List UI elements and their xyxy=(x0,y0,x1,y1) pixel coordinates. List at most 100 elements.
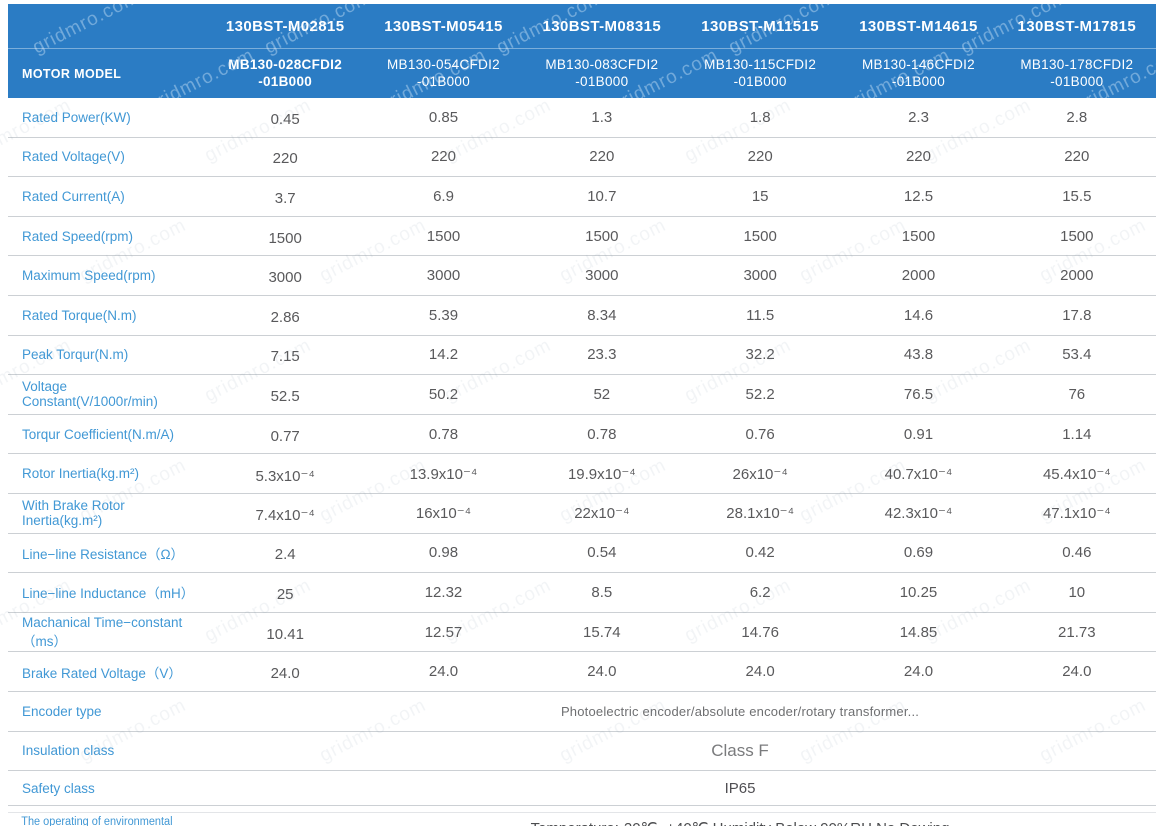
value-cell: 52.5 xyxy=(270,387,300,405)
row-label: Torqur Coefficient(N.m/A) xyxy=(22,426,175,442)
value-cell: 52 xyxy=(593,385,611,403)
table-row: Rated Current(A) 3.7 6.9 10.7 15 12.5 15.5 xyxy=(8,177,1156,217)
value-cell: 32.2 xyxy=(745,346,775,364)
value-cell: 5.39 xyxy=(428,306,459,324)
value-cell: 3000 xyxy=(268,269,302,287)
value-cell: 19.9x10⁻⁴ xyxy=(567,465,636,483)
value-cell: 76.5 xyxy=(903,385,934,403)
clipped-row-artifact xyxy=(8,806,1156,814)
model-code: MB130-054CFDI2 -01B000 xyxy=(386,57,500,89)
value-cell: 0.42 xyxy=(745,544,775,562)
value-cell: 6.9 xyxy=(433,187,454,205)
value-cell: 24.0 xyxy=(903,663,934,681)
table-row: Voltage Constant(V/1000r/min) 52.5 50.2 52 5… xyxy=(8,375,1156,415)
value-cell: 1500 xyxy=(426,227,461,245)
value-cell: 26x10⁻⁴ xyxy=(732,465,788,483)
value-cell: 7.4x10⁻⁴ xyxy=(255,507,315,525)
value-cell: 1500 xyxy=(743,227,777,245)
row-span-value: Temperature:-20℃~+40℃ Humidity Below 90%… xyxy=(206,819,1156,826)
value-cell: 50.2 xyxy=(428,385,459,403)
model-code: MB130-178CFDI2 -01B000 xyxy=(1020,57,1134,89)
value-cell: 3.7 xyxy=(274,189,296,207)
value-cell: 13.9x10⁻⁴ xyxy=(409,465,478,483)
value-cell: 45.4x10⁻⁴ xyxy=(1042,465,1111,483)
table-row: Rated Speed(rpm) 1500 1500 1500 1500 1500 1500 xyxy=(8,217,1156,257)
value-cell: 28.1x10⁻⁴ xyxy=(726,505,795,523)
value-cell: 14.85 xyxy=(899,623,938,641)
value-cell: 0.45 xyxy=(270,110,300,128)
row-label: Line−line Resistance（Ω） xyxy=(22,546,185,562)
value-cell: 23.3 xyxy=(587,346,617,364)
table-row: Encoder type Photoelectric encoder/absolu… xyxy=(8,692,1156,732)
row-label: Voltage Constant(V/1000r/min) xyxy=(22,379,158,410)
value-cell: 0.78 xyxy=(428,425,459,443)
row-span-value: Photoelectric encoder/absolute encoder/r… xyxy=(560,703,920,719)
row-label: Safety class xyxy=(22,780,95,796)
value-cell: 52.2 xyxy=(745,385,775,403)
row-label: Rated Power(KW) xyxy=(22,109,131,125)
model-header-row: MOTOR MODEL MB130-028CFDI2 -01B000 MB130-… xyxy=(8,49,1156,98)
value-cell: 12.32 xyxy=(424,583,463,601)
table-row: Rotor Inertia(kg.m²) 5.3x10⁻⁴ 13.9x10⁻⁴ 19.… xyxy=(8,454,1156,494)
value-cell: 15.74 xyxy=(583,623,621,641)
value-cell: 6.2 xyxy=(749,583,771,601)
table-row: Safety class IP65 xyxy=(8,771,1156,807)
value-cell: 53.4 xyxy=(1062,346,1092,364)
series-name: 130BST-M02815 xyxy=(225,17,345,35)
row-label: Encoder type xyxy=(22,703,102,719)
table-row: Line−line Inductance（mH） 25 12.32 8.5 6.2 10.… xyxy=(8,573,1156,613)
row-label: Line−line Inductance（mH） xyxy=(22,586,195,602)
table-row: With Brake Rotor Inertia(kg.m²) 7.4x10⁻⁴ 1… xyxy=(8,494,1156,534)
row-label: The operating of environmental condition… xyxy=(21,816,173,826)
value-cell: 8.34 xyxy=(587,306,617,324)
table-row: Line−line Resistance（Ω） 2.4 0.98 0.54 0.42 0.… xyxy=(8,534,1156,574)
value-cell: 10.25 xyxy=(899,583,938,601)
value-cell: 220 xyxy=(747,148,773,166)
model-code: MB130-146CFDI2 -01B000 xyxy=(861,57,975,89)
motor-model-label: MOTOR MODEL xyxy=(22,66,122,81)
series-name: 130BST-M14615 xyxy=(859,17,978,35)
value-cell: 5.3x10⁻⁴ xyxy=(255,467,315,485)
value-cell: 15.5 xyxy=(1062,187,1092,205)
value-cell: 0.91 xyxy=(903,425,934,443)
value-cell: 2.3 xyxy=(908,108,929,126)
value-cell: 0.69 xyxy=(903,544,934,562)
value-cell: 10.41 xyxy=(266,625,304,643)
value-cell: 10 xyxy=(1068,583,1086,601)
value-cell: 76 xyxy=(1068,385,1086,403)
table-row: Insulation class Class F xyxy=(8,732,1156,772)
value-cell: 14.2 xyxy=(428,346,459,364)
value-cell: 12.57 xyxy=(424,623,463,641)
value-cell: 15 xyxy=(751,187,769,205)
value-cell: 1500 xyxy=(585,227,619,245)
value-cell: 2000 xyxy=(901,267,936,285)
motor-spec-table: gridmro.com gridmro.com gridmro.com gridmro… xyxy=(8,4,1156,826)
value-cell: 0.54 xyxy=(587,544,617,562)
value-cell: 0.98 xyxy=(428,544,459,562)
value-cell: 0.78 xyxy=(587,425,617,443)
value-cell: 16x10⁻⁴ xyxy=(415,505,472,523)
value-cell: 1500 xyxy=(901,227,936,245)
value-cell: 220 xyxy=(905,148,931,166)
row-span-value: Class F xyxy=(711,740,769,760)
row-label: Rated Voltage(V) xyxy=(22,149,125,165)
value-cell: 0.76 xyxy=(745,425,775,443)
table-row: Peak Torqur(N.m) 7.15 14.2 23.3 32.2 43.8 53.4 xyxy=(8,336,1156,376)
value-cell: 0.77 xyxy=(270,427,300,445)
row-label: Machanical Time−constant（ms） xyxy=(22,614,183,649)
table-row: Maximum Speed(rpm) 3000 3000 3000 3000 2000 20… xyxy=(8,256,1156,296)
row-span-value: IP65 xyxy=(724,779,756,797)
value-cell: 1.8 xyxy=(749,108,771,126)
value-cell: 1.3 xyxy=(591,108,613,126)
value-cell: 220 xyxy=(589,148,615,166)
row-label: Rated Torque(N.m) xyxy=(22,307,137,323)
row-label: Maximum Speed(rpm) xyxy=(22,268,156,284)
series-header-row: 130BST-M02815 130BST-M05415 130BST-M08315 1… xyxy=(8,4,1156,49)
series-name: 130BST-M05415 xyxy=(384,17,503,35)
value-cell: 17.8 xyxy=(1062,306,1092,324)
model-code: MB130-083CFDI2 -01B000 xyxy=(545,57,659,89)
value-cell: 14.6 xyxy=(903,306,934,324)
table-row: Rated Torque(N.m) 2.86 5.39 8.34 11.5 14.6 17.… xyxy=(8,296,1156,336)
series-name: 130BST-M11515 xyxy=(701,17,820,35)
